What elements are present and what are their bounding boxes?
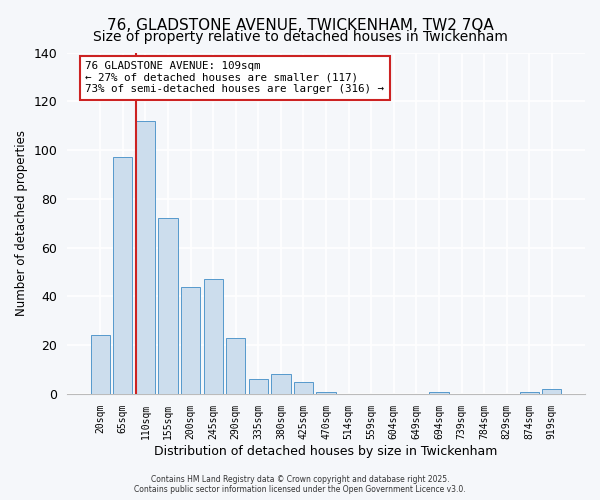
Bar — [91, 336, 110, 394]
Bar — [430, 392, 449, 394]
Text: 76, GLADSTONE AVENUE, TWICKENHAM, TW2 7QA: 76, GLADSTONE AVENUE, TWICKENHAM, TW2 7Q… — [107, 18, 493, 32]
Bar — [203, 280, 223, 394]
Bar — [271, 374, 290, 394]
Bar — [316, 392, 335, 394]
X-axis label: Distribution of detached houses by size in Twickenham: Distribution of detached houses by size … — [154, 444, 498, 458]
Bar — [520, 392, 539, 394]
Bar — [158, 218, 178, 394]
Text: Size of property relative to detached houses in Twickenham: Size of property relative to detached ho… — [92, 30, 508, 44]
Bar — [226, 338, 245, 394]
Bar — [249, 380, 268, 394]
Text: Contains HM Land Registry data © Crown copyright and database right 2025.
Contai: Contains HM Land Registry data © Crown c… — [134, 474, 466, 494]
Bar — [181, 286, 200, 394]
Bar — [542, 389, 562, 394]
Y-axis label: Number of detached properties: Number of detached properties — [15, 130, 28, 316]
Bar — [136, 121, 155, 394]
Text: 76 GLADSTONE AVENUE: 109sqm
← 27% of detached houses are smaller (117)
73% of se: 76 GLADSTONE AVENUE: 109sqm ← 27% of det… — [85, 61, 384, 94]
Bar — [113, 158, 133, 394]
Bar — [294, 382, 313, 394]
